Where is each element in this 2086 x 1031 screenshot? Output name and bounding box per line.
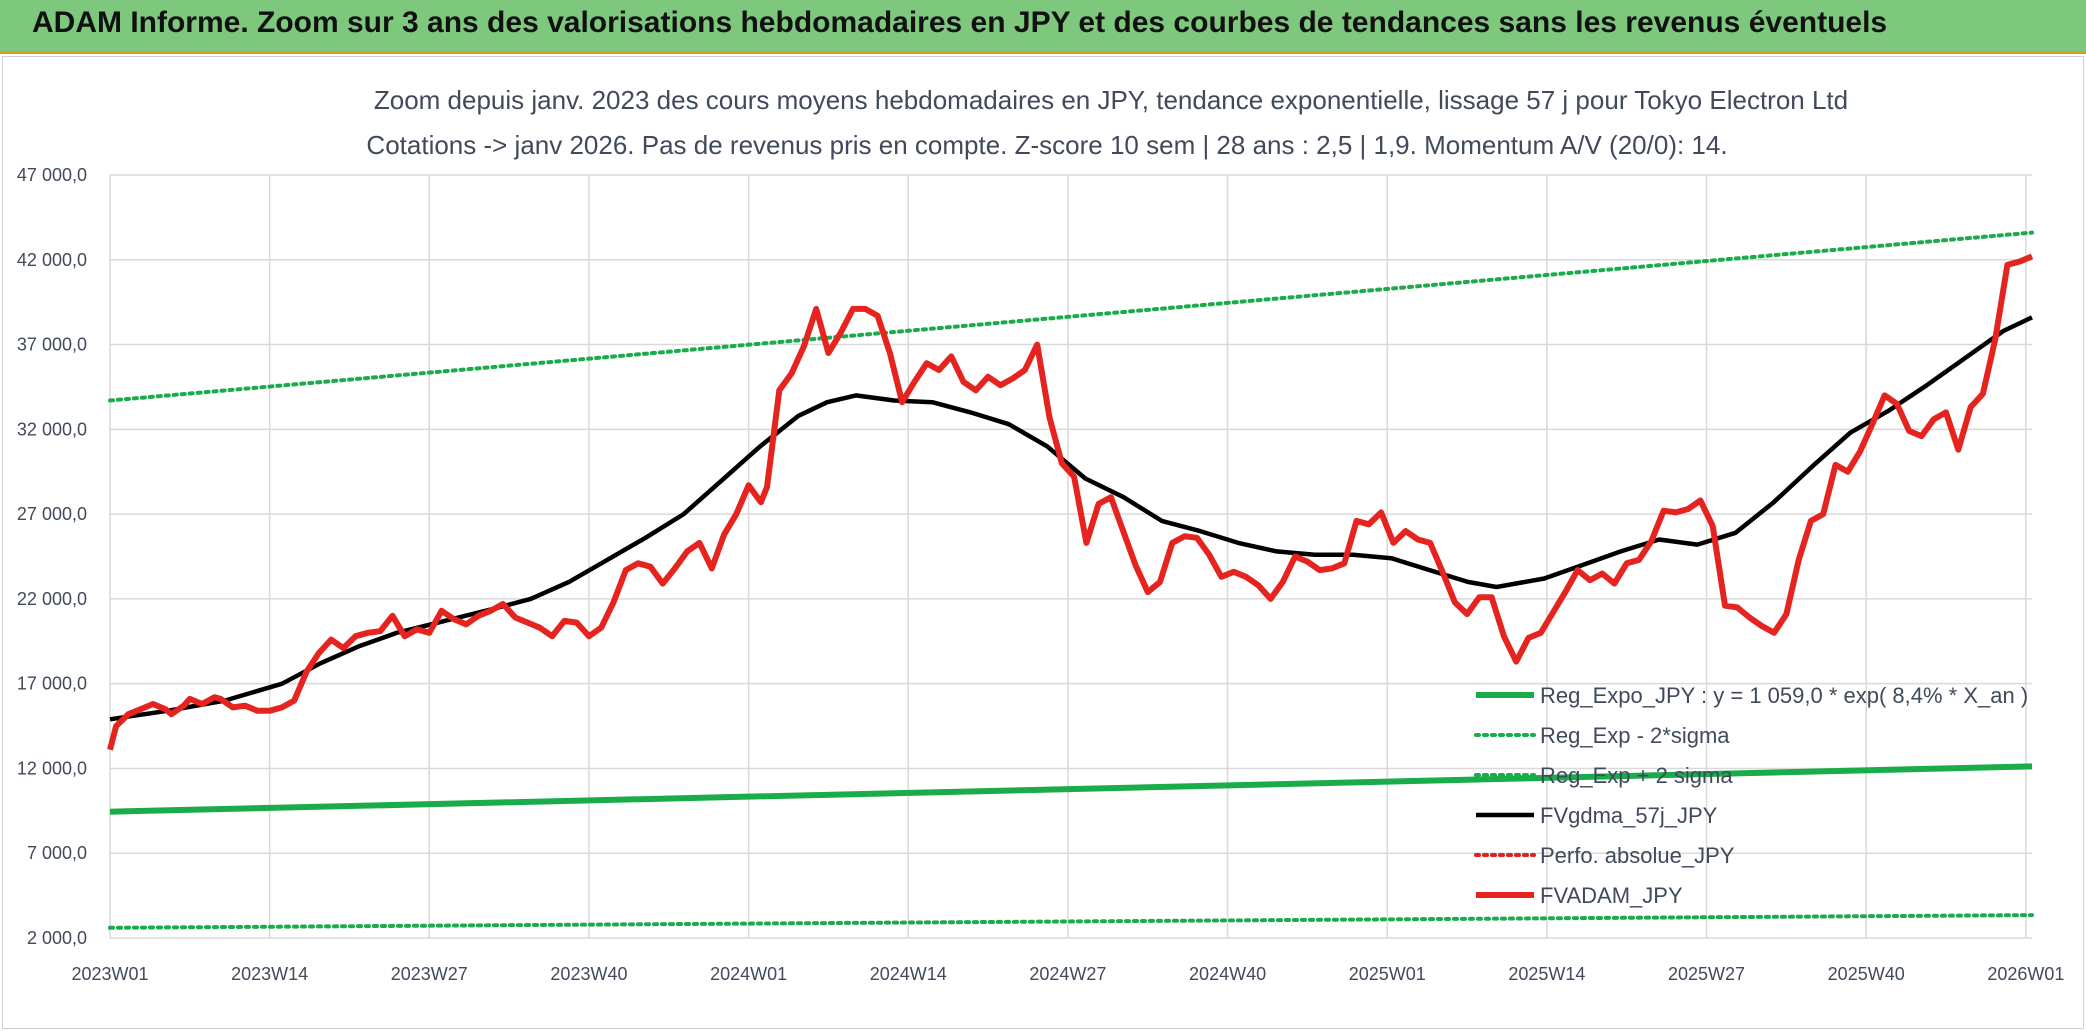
x-tick-label: 2023W01 (71, 964, 148, 984)
series-layer (107, 230, 2034, 930)
x-tick-label: 2024W27 (1029, 964, 1106, 984)
x-tick-label: 2025W40 (1828, 964, 1905, 984)
legend-label: FVgdma_57j_JPY (1540, 803, 1718, 828)
x-tick-label: 2025W27 (1668, 964, 1745, 984)
x-tick-label: 2024W40 (1189, 964, 1266, 984)
y-tick-label: 22 000,0 (17, 589, 87, 609)
x-tick-label: 2024W01 (710, 964, 787, 984)
y-tick-label: 2 000,0 (27, 928, 87, 948)
y-tick-label: 32 000,0 (17, 419, 87, 439)
legend-label: FVADAM_JPY (1540, 883, 1683, 908)
x-tick-label: 2023W40 (550, 964, 627, 984)
y-tick-label: 42 000,0 (17, 250, 87, 270)
series-line-3 (109, 315, 2033, 722)
series-line-2 (108, 230, 2034, 403)
legend-label: Reg_Exp + 2 sigma (1540, 763, 1733, 788)
x-tick-label: 2026W01 (1987, 964, 2064, 984)
y-tick-label: 17 000,0 (17, 674, 87, 694)
report-banner: ADAM Informe. Zoom sur 3 ans des valoris… (0, 0, 2086, 54)
x-tick-label: 2023W27 (391, 964, 468, 984)
y-tick-label: 12 000,0 (17, 758, 87, 778)
y-tick-label: 37 000,0 (17, 335, 87, 355)
y-tick-label: 27 000,0 (17, 504, 87, 524)
x-tick-label: 2024W14 (870, 964, 947, 984)
x-axis-ticks: 2023W01 2023W14 2023W27 2023W40 2024W01 2024W… (71, 964, 2064, 984)
chart-frame (2, 56, 2084, 1029)
x-tick-label: 2023W14 (231, 964, 308, 984)
series-line-0 (109, 763, 2033, 815)
chart-subtitle: Cotations -> janv 2026. Pas de revenus p… (366, 130, 1727, 160)
x-tick-label: 2025W01 (1349, 964, 1426, 984)
legend-label: Reg_Exp - 2*sigma (1540, 723, 1730, 748)
y-tick-label: 7 000,0 (27, 843, 87, 863)
chart-title: Zoom depuis janv. 2023 des cours moyens … (374, 85, 1848, 115)
report-title: ADAM Informe. Zoom sur 3 ans des valoris… (32, 6, 1888, 39)
y-tick-label: 47 000,0 (17, 165, 87, 185)
legend-label: Perfo. absolue_JPY (1540, 843, 1735, 868)
legend: Reg_Expo_JPY : y = 1 059,0 * exp( 8,4% *… (1474, 683, 2028, 908)
legend-label: Reg_Expo_JPY : y = 1 059,0 * exp( 8,4% *… (1540, 683, 2028, 708)
series-line-1 (108, 913, 2034, 930)
y-axis-ticks: 47 000,0 42 000,0 37 000,0 32 000,0 27 000,0… (17, 165, 87, 948)
grid-lines (109, 174, 2032, 939)
series-line-5 (107, 253, 2034, 751)
x-tick-label: 2025W14 (1508, 964, 1585, 984)
